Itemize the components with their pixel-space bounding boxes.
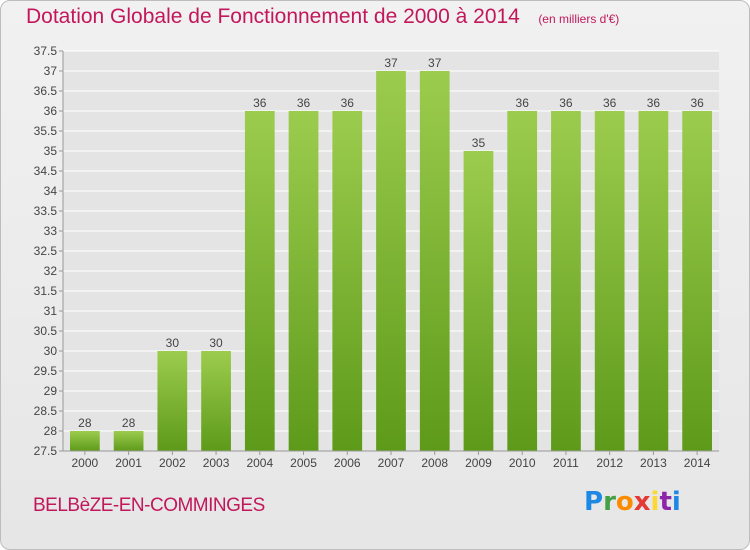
data-label: 36 xyxy=(690,96,704,110)
y-tick-label: 29.5 xyxy=(34,364,58,378)
logo-letter: t xyxy=(659,487,672,517)
commune-name: BELBèZE-EN-COMMINGES xyxy=(33,495,265,516)
data-label: 36 xyxy=(603,96,617,110)
x-tick-label: 2001 xyxy=(115,456,142,470)
bar xyxy=(69,431,100,451)
x-tick-label: 2011 xyxy=(553,456,579,470)
bar xyxy=(419,71,450,451)
y-tick-label: 29 xyxy=(44,384,58,398)
x-tick-label: 2008 xyxy=(421,456,448,470)
logo-letter: i xyxy=(650,487,660,517)
y-tick-label: 36.5 xyxy=(34,84,58,98)
x-tick-label: 2000 xyxy=(72,456,99,470)
data-label: 35 xyxy=(472,136,486,150)
bar xyxy=(638,111,669,451)
x-tick-label: 2005 xyxy=(290,456,317,470)
x-tick-label: 2012 xyxy=(596,456,623,470)
data-label: 30 xyxy=(166,336,180,350)
y-tick-label: 27.5 xyxy=(34,444,58,458)
chart-unit: (en milliers d'€) xyxy=(538,12,620,26)
bar xyxy=(551,111,581,451)
logo-letter: i xyxy=(671,487,681,517)
bar xyxy=(113,431,144,451)
x-tick-label: 2004 xyxy=(246,456,273,470)
y-tick-label: 36 xyxy=(44,104,58,118)
y-tick-label: 30.5 xyxy=(34,324,58,338)
y-tick-label: 28.5 xyxy=(34,404,58,418)
y-tick-label: 31 xyxy=(44,304,58,318)
bar xyxy=(332,111,363,451)
data-label: 36 xyxy=(297,96,311,110)
x-tick-label: 2009 xyxy=(465,456,492,470)
logo-letter: r xyxy=(603,487,616,517)
x-tick-label: 2007 xyxy=(378,456,405,470)
data-label: 36 xyxy=(559,96,573,110)
y-tick-label: 34 xyxy=(44,184,58,198)
y-tick-label: 31.5 xyxy=(34,284,58,298)
logo-letter: x xyxy=(633,487,651,517)
data-label: 37 xyxy=(384,56,398,70)
y-tick-label: 32 xyxy=(44,264,58,278)
bar xyxy=(594,111,625,451)
data-label: 36 xyxy=(647,96,661,110)
data-label: 36 xyxy=(341,96,355,110)
bar xyxy=(157,351,188,451)
x-tick-label: 2006 xyxy=(334,456,361,470)
x-tick-label: 2010 xyxy=(509,456,536,470)
x-tick-label: 2013 xyxy=(640,456,667,470)
bar xyxy=(244,111,275,451)
bar xyxy=(288,111,319,451)
x-tick-label: 2003 xyxy=(203,456,230,470)
data-label: 30 xyxy=(209,336,223,350)
chart-title: Dotation Globale de Fonctionnement de 20… xyxy=(26,5,520,28)
bar xyxy=(682,111,713,451)
y-tick-label: 34.5 xyxy=(34,164,58,178)
y-tick-label: 37 xyxy=(44,64,58,78)
data-label: 36 xyxy=(516,96,530,110)
x-tick-label: 2002 xyxy=(159,456,186,470)
y-tick-label: 30 xyxy=(44,344,58,358)
data-label: 37 xyxy=(428,56,442,70)
y-tick-label: 33.5 xyxy=(34,204,58,218)
bar xyxy=(376,71,406,451)
y-tick-label: 35 xyxy=(44,144,58,158)
y-tick-label: 33 xyxy=(44,224,58,238)
bar xyxy=(463,151,494,451)
logo-letter: P xyxy=(584,487,604,517)
data-label: 36 xyxy=(253,96,267,110)
x-tick-label: 2014 xyxy=(684,456,711,470)
chart-header: Dotation Globale de Fonctionnement de 20… xyxy=(26,5,619,29)
logo-letter: o xyxy=(615,487,634,517)
bar xyxy=(201,351,231,451)
y-tick-label: 37.5 xyxy=(34,44,58,58)
data-label: 28 xyxy=(78,416,92,430)
proxiti-logo[interactable]: Proxiti xyxy=(584,487,681,517)
y-tick-label: 28 xyxy=(44,424,58,438)
y-tick-label: 35.5 xyxy=(34,124,58,138)
data-label: 28 xyxy=(122,416,136,430)
bar xyxy=(507,111,538,451)
y-tick-label: 32.5 xyxy=(34,244,58,258)
